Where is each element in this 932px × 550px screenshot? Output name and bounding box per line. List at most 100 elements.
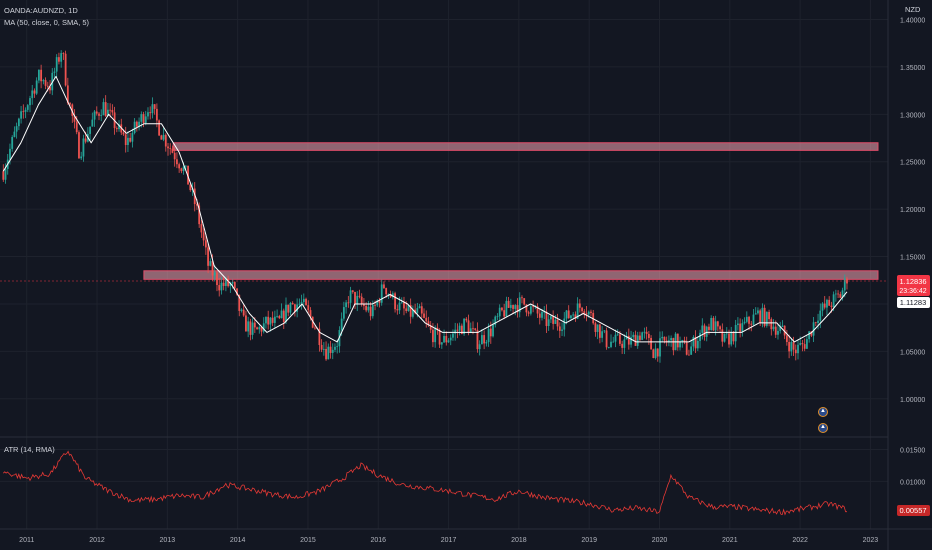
candle-body: [716, 321, 719, 327]
candle-body: [494, 316, 497, 325]
candle-body: [612, 341, 615, 343]
candle-body: [440, 342, 443, 345]
time-axis[interactable]: 2011 2012 2013 2014 2015 2016 2017 2018 2019 2020…: [19, 537, 878, 544]
earnings-flag-icon[interactable]: ▲: [818, 407, 828, 417]
candle-body: [265, 316, 267, 324]
candle-body: [118, 124, 120, 130]
candle-body: [496, 316, 499, 318]
candle-body: [676, 333, 679, 348]
candle-body: [803, 344, 806, 349]
candle-body: [772, 326, 775, 330]
candle-body: [681, 340, 684, 342]
candle-body: [78, 132, 80, 159]
candle-body: [781, 325, 784, 327]
candle-body: [260, 327, 263, 332]
candle-body: [153, 104, 156, 109]
candle-body: [708, 326, 710, 330]
candle-body: [465, 318, 468, 321]
candle-body: [846, 278, 848, 284]
candle-body: [200, 224, 203, 233]
candle-body: [478, 344, 481, 350]
candle-body: [652, 349, 655, 359]
candle-body: [605, 330, 608, 348]
candle-body: [394, 293, 396, 310]
candle-body: [291, 302, 294, 305]
price-tick-label: 1.20000: [900, 207, 925, 214]
candle-body: [236, 288, 238, 295]
candle-body: [349, 290, 352, 303]
atr-value-badge: [897, 505, 930, 516]
candle-body: [734, 324, 737, 342]
candle-body: [663, 336, 666, 341]
candle-body: [503, 310, 506, 317]
candle-body: [285, 304, 287, 322]
candle-body: [189, 184, 192, 191]
ma-indicator-label[interactable]: MA (50, close, 0, SMA, 5): [4, 18, 90, 27]
candle-body: [621, 343, 624, 348]
candle-body: [425, 317, 428, 322]
candle-body: [273, 316, 276, 323]
candle-body: [129, 137, 132, 142]
candle-body: [358, 295, 361, 297]
price-tick-label: 1.30000: [900, 112, 925, 119]
candle-body: [594, 323, 597, 332]
candle-body: [387, 294, 390, 295]
candle-body: [336, 346, 339, 347]
atr-indicator-label[interactable]: ATR (14, RMA): [4, 445, 55, 454]
candle-body: [639, 335, 641, 340]
candle-body: [144, 116, 147, 124]
candle-body: [434, 327, 437, 343]
candle-body: [768, 311, 770, 320]
candle-body: [13, 131, 16, 137]
candle-body: [369, 306, 372, 317]
candle-body: [525, 304, 528, 313]
candle-body: [654, 348, 657, 359]
candle-body: [409, 305, 412, 317]
candle-body: [104, 102, 107, 117]
candle-body: [193, 188, 196, 205]
candle-body: [84, 138, 87, 142]
candle-body: [763, 307, 766, 326]
candle-body: [741, 323, 744, 332]
candle-body: [688, 354, 690, 356]
candle-body: [391, 293, 394, 298]
candle-body: [31, 90, 34, 99]
candle-body: [516, 305, 519, 313]
candle-body: [498, 307, 501, 317]
candle-body: [302, 298, 305, 303]
symbol-title[interactable]: OANDA:AUDNZD, 1D: [4, 6, 78, 15]
candle-body: [843, 278, 846, 291]
candle-body: [714, 321, 717, 331]
candle-body: [449, 337, 452, 341]
grid-lines: [0, 0, 888, 529]
candle-body: [550, 316, 552, 320]
atr-axis[interactable]: 0.01000 0.01500: [900, 448, 925, 487]
candle-body: [342, 307, 345, 319]
candle-body: [418, 306, 421, 309]
candle-body: [329, 346, 332, 353]
candle-body: [142, 114, 145, 124]
candle-body: [583, 311, 586, 314]
candle-body: [75, 121, 78, 133]
candle-body: [625, 335, 628, 340]
earnings-flag-icon[interactable]: ▲: [818, 423, 828, 433]
candle-body: [267, 316, 270, 325]
candle-body: [371, 304, 374, 317]
candle-body: [521, 297, 523, 299]
candle-body: [376, 300, 379, 306]
candle-body: [280, 310, 283, 319]
price-tick-label: 1.15000: [900, 255, 925, 262]
candle-body: [590, 311, 592, 313]
candle-body: [770, 319, 773, 330]
candle-body: [456, 329, 459, 331]
candle-body: [340, 318, 343, 331]
candle-body: [42, 80, 45, 82]
last-price-label: 1.12836: [899, 277, 926, 286]
candle-body: [269, 317, 272, 325]
candle-body: [699, 332, 701, 341]
candle-body: [743, 321, 746, 324]
candle-body: [823, 303, 826, 308]
candle-body: [4, 168, 7, 180]
candle-body: [732, 331, 735, 342]
